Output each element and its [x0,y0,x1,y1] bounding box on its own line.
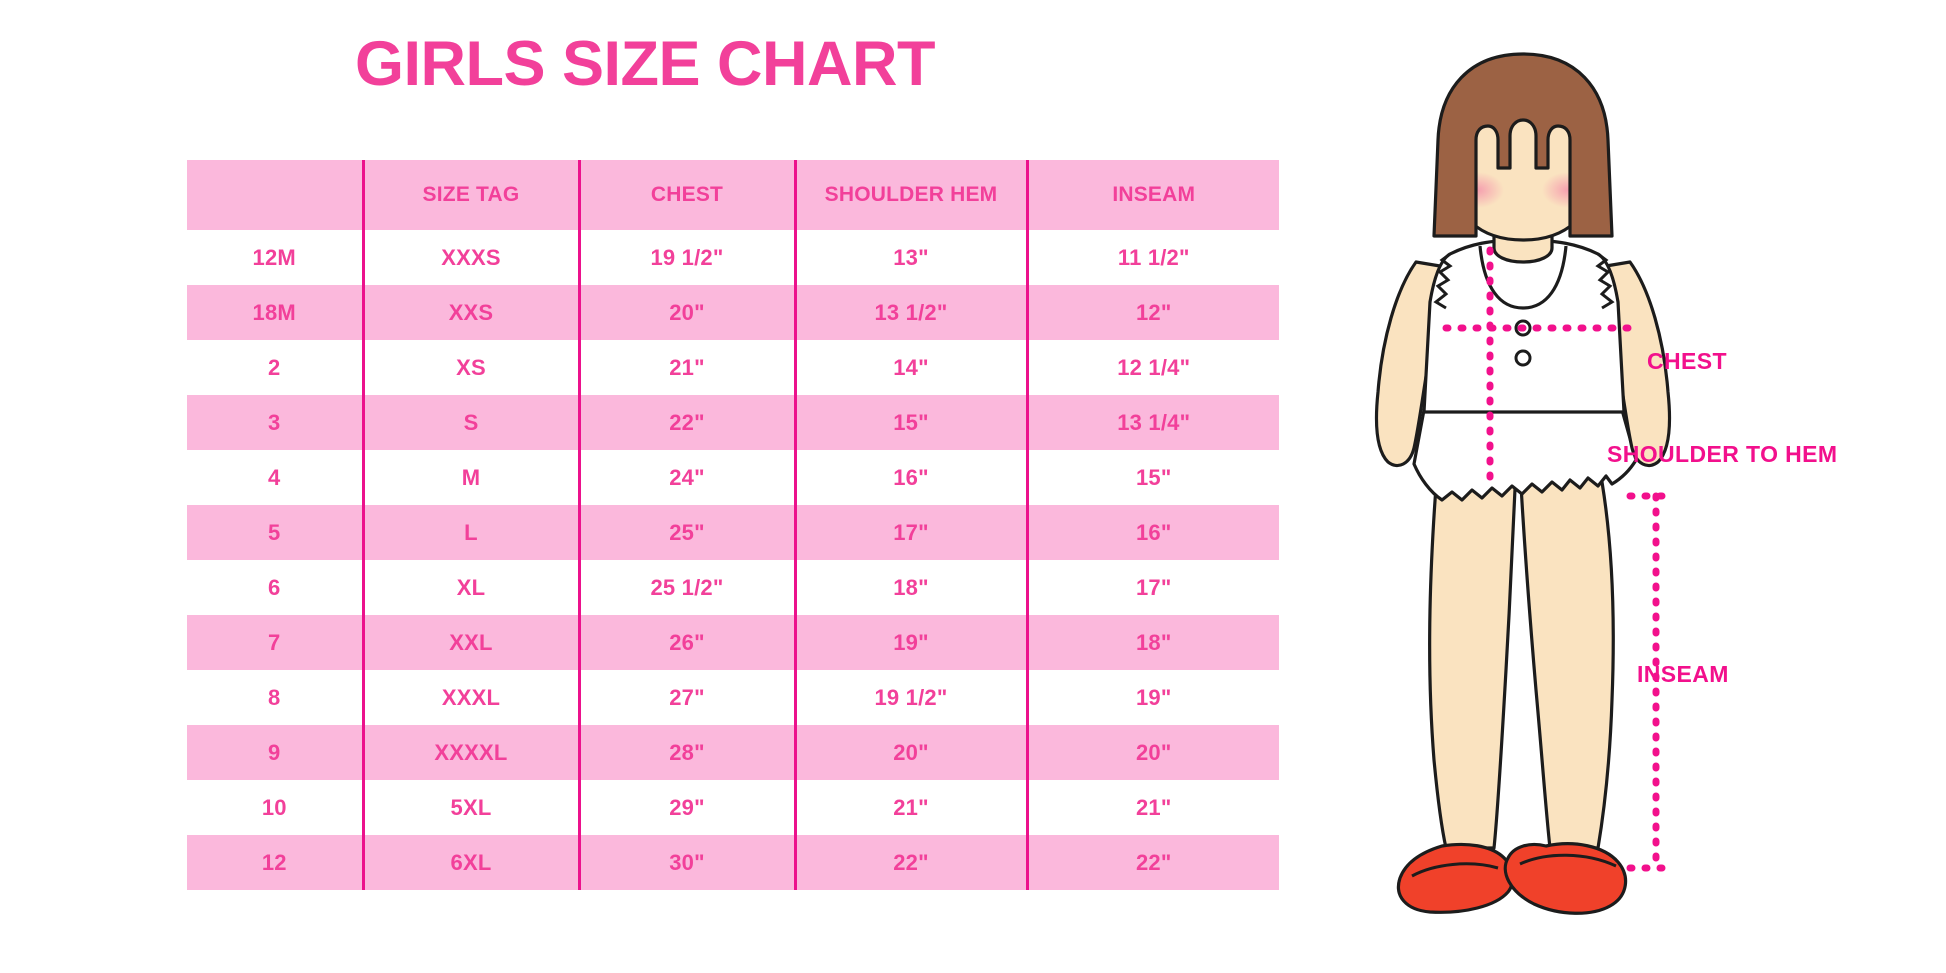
cell-inseam: 19" [1025,670,1279,725]
cell-size-tag: XL [361,560,579,615]
cell-size: 3 [187,395,363,450]
table-row: 12 6XL 30" 22" 22" [187,835,1279,890]
cell-chest: 26" [577,615,795,670]
table-row: 12M XXXS 19 1/2" 13" 11 1/2" [187,230,1279,285]
column-header-size [187,160,363,230]
table-header-row: SIZE TAG CHEST SHOULDER HEM INSEAM [187,160,1279,230]
cell-shoulder-hem: 17" [793,505,1027,560]
cell-size-tag: M [361,450,579,505]
table-row: 2 XS 21" 14" 12 1/4" [187,340,1279,395]
cell-inseam: 22" [1025,835,1279,890]
girl-illustration [1330,40,1730,940]
table-row: 7 XXL 26" 19" 18" [187,615,1279,670]
cell-size: 4 [187,450,363,505]
cell-inseam: 18" [1025,615,1279,670]
cell-shoulder-hem: 14" [793,340,1027,395]
label-inseam: INSEAM [1637,661,1729,687]
cell-inseam: 17" [1025,560,1279,615]
cell-shoulder-hem: 15" [793,395,1027,450]
table-row: 18M XXS 20" 13 1/2" 12" [187,285,1279,340]
cell-size-tag: S [361,395,579,450]
table-body: 12M XXXS 19 1/2" 13" 11 1/2" 18M XXS 20"… [187,230,1279,890]
cell-chest: 21" [577,340,795,395]
cell-inseam: 12" [1025,285,1279,340]
column-header-chest: CHEST [577,160,795,230]
cell-size: 7 [187,615,363,670]
cell-size: 9 [187,725,363,780]
page-title: GIRLS SIZE CHART [354,29,936,99]
table-row: 6 XL 25 1/2" 18" 17" [187,560,1279,615]
label-chest: CHEST [1647,348,1727,374]
cell-chest: 29" [577,780,795,835]
skirt-shape [1412,408,1638,502]
inseam-measure-line [1626,492,1678,872]
cell-chest: 20" [577,285,795,340]
cell-shoulder-hem: 18" [793,560,1027,615]
shoes-shape [1396,842,1628,915]
cell-size-tag: XXXL [361,670,579,725]
table-row: 9 XXXXL 28" 20" 20" [187,725,1279,780]
cell-inseam: 15" [1025,450,1279,505]
cell-shoulder-hem: 20" [793,725,1027,780]
cell-size: 18M [187,285,363,340]
cell-chest: 24" [577,450,795,505]
cell-shoulder-hem: 21" [793,780,1027,835]
cell-size: 8 [187,670,363,725]
table-row: 4 M 24" 16" 15" [187,450,1279,505]
cell-size-tag: 6XL [361,835,579,890]
legs-shape [1428,458,1615,850]
cell-chest: 25" [577,505,795,560]
cell-chest: 19 1/2" [577,230,795,285]
cell-size-tag: XXXS [361,230,579,285]
column-header-inseam: INSEAM [1025,160,1279,230]
cell-inseam: 11 1/2" [1025,230,1279,285]
cell-size: 5 [187,505,363,560]
cell-shoulder-hem: 16" [793,450,1027,505]
cell-size: 10 [187,780,363,835]
size-chart-table: SIZE TAG CHEST SHOULDER HEM INSEAM 12M X… [187,160,1279,890]
cell-size: 6 [187,560,363,615]
cell-size: 2 [187,340,363,395]
cell-shoulder-hem: 22" [793,835,1027,890]
cell-size: 12M [187,230,363,285]
table-row: 8 XXXL 27" 19 1/2" 19" [187,670,1279,725]
cell-chest: 27" [577,670,795,725]
cell-inseam: 21" [1025,780,1279,835]
cell-chest: 22" [577,395,795,450]
table-row: 3 S 22" 15" 13 1/4" [187,395,1279,450]
column-header-size-tag: SIZE TAG [361,160,579,230]
cell-inseam: 13 1/4" [1025,395,1279,450]
cell-size-tag: XXS [361,285,579,340]
cell-size-tag: XS [361,340,579,395]
cell-chest: 30" [577,835,795,890]
cell-size-tag: 5XL [361,780,579,835]
table-row: 5 L 25" 17" 16" [187,505,1279,560]
cell-chest: 25 1/2" [577,560,795,615]
label-shoulder-to-hem: SHOULDER TO HEM [1607,441,1838,467]
cell-size: 12 [187,835,363,890]
cell-chest: 28" [577,725,795,780]
column-header-shoulder-hem: SHOULDER HEM [793,160,1027,230]
cell-size-tag: XXL [361,615,579,670]
cell-size-tag: L [361,505,579,560]
cell-size-tag: XXXXL [361,725,579,780]
cell-inseam: 16" [1025,505,1279,560]
cell-shoulder-hem: 19" [793,615,1027,670]
button-bottom [1514,349,1532,367]
cell-shoulder-hem: 13" [793,230,1027,285]
cell-shoulder-hem: 19 1/2" [793,670,1027,725]
hair-shape [1432,52,1614,238]
cell-inseam: 20" [1025,725,1279,780]
table-row: 10 5XL 29" 21" 21" [187,780,1279,835]
cell-shoulder-hem: 13 1/2" [793,285,1027,340]
cell-inseam: 12 1/4" [1025,340,1279,395]
